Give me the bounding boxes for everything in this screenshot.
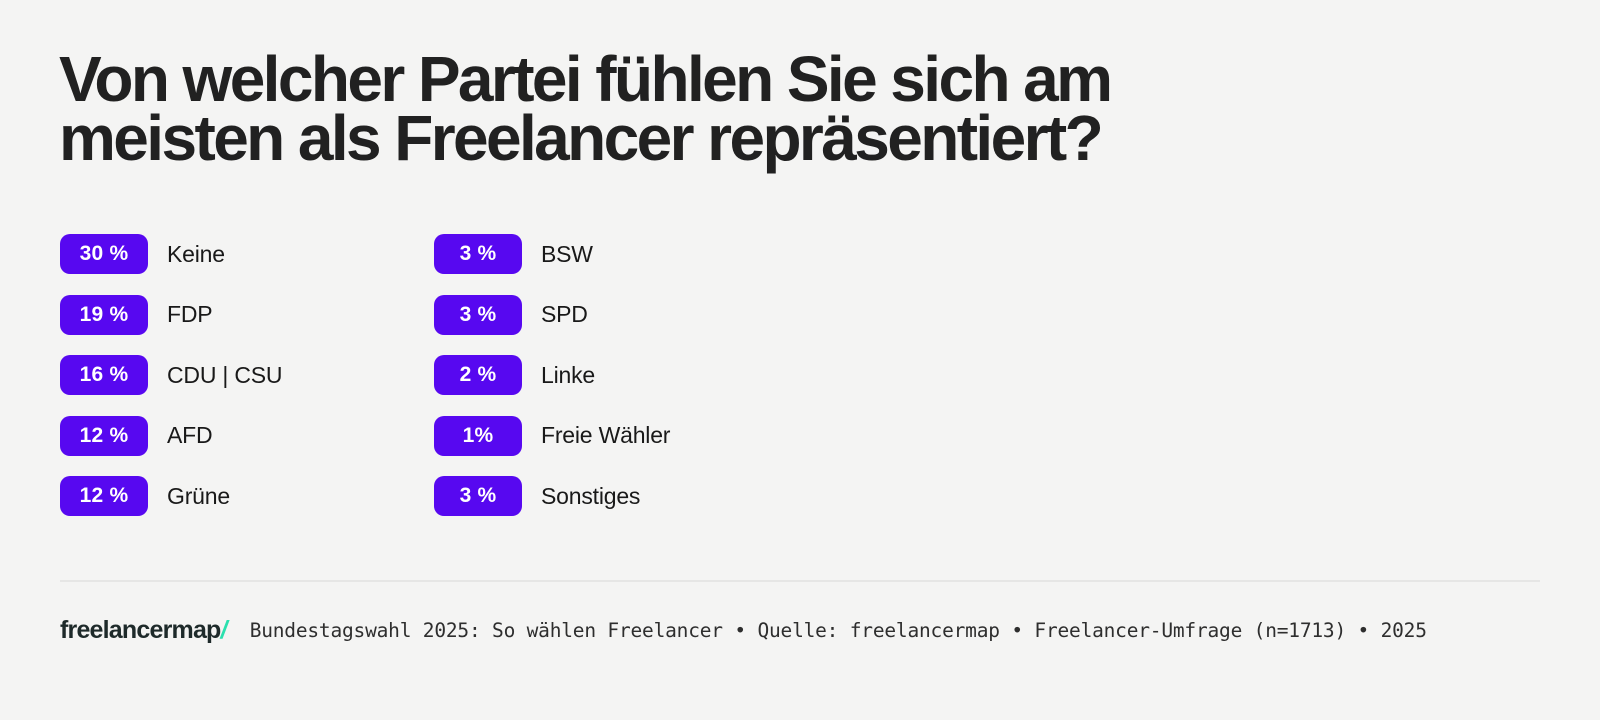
result-row-bsw: 3 % BSW [434,234,670,274]
party-label: BSW [541,240,593,267]
page-title: Von welcher Partei fühlen Sie sich am me… [59,43,1113,174]
party-label: SPD [541,301,588,327]
results-column-left: 30 % Keine 19 % FDP 16 % CDU | CSU 12 % … [60,234,283,537]
party-label: AFD [167,422,213,448]
page-title-line-1: Von welcher Partei fühlen Sie sich am [59,43,1113,115]
value-badge: 1% [434,415,522,456]
result-row-keine: 30 % Keine [60,234,282,274]
party-label: FDP [167,301,213,327]
results-column-right: 3 % BSW 3 % SPD 2 % Linke 1% Freie Wähle… [434,234,670,537]
freelancermap-logo: freelancermap/ [60,616,228,645]
result-row-fdp: 19 % FDP [60,294,282,335]
value-badge: 3 % [434,476,522,516]
value-badge: 16 % [60,355,148,395]
result-row-linke: 2 % Linke [434,355,670,395]
page-title-line-2: meisten als Freelancer repräsentiert? [59,102,1104,174]
footer: freelancermap/ Bundestagswahl 2025: So w… [60,616,1427,645]
footer-divider [60,580,1540,582]
result-row-freie-waehler: 1% Freie Wähler [434,415,671,456]
party-label: Freie Wähler [541,422,671,448]
value-badge: 12 % [60,476,148,516]
source-caption: Bundestagswahl 2025: So wählen Freelance… [249,619,1427,642]
result-row-gruene: 12 % Grüne [60,476,282,516]
value-badge: 3 % [434,234,522,274]
value-badge: 19 % [60,294,148,335]
party-label: Grüne [167,482,230,509]
logo-wordmark: freelancermap [60,616,221,644]
party-label: Linke [541,361,595,388]
value-badge: 2 % [434,355,522,395]
value-badge: 3 % [434,294,522,335]
party-label: Sonstiges [541,482,641,509]
party-label: CDU | CSU [167,361,283,388]
result-row-afd: 12 % AFD [60,415,282,456]
result-row-cdu-csu: 16 % CDU | CSU [60,355,283,395]
result-row-spd: 3 % SPD [434,294,670,335]
value-badge: 30 % [60,234,148,274]
party-label: Keine [167,240,225,267]
result-row-sonstiges: 3 % Sonstiges [434,476,670,516]
logo-slash-icon: / [220,616,228,644]
value-badge: 12 % [60,415,148,456]
